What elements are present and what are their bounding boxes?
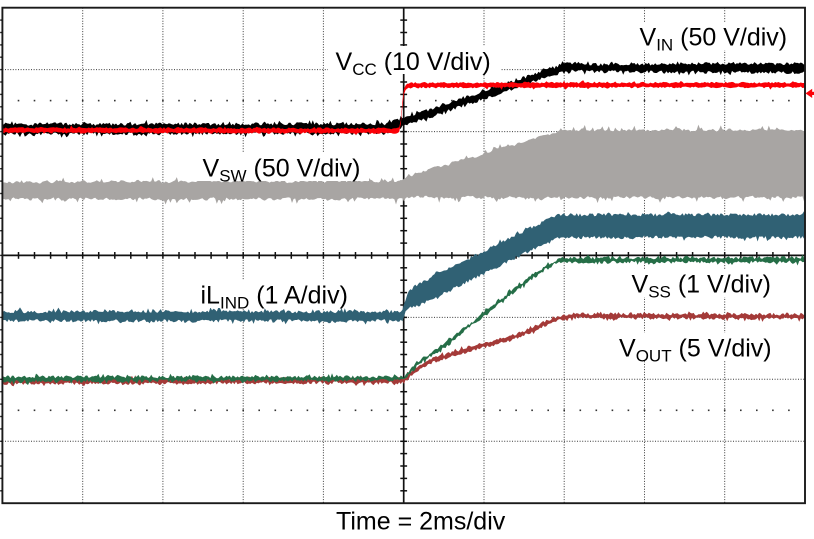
svg-text:Time = 2ms/div: Time = 2ms/div [336,508,506,536]
svg-text:VOUT (5 V/div): VOUT (5 V/div) [619,334,772,365]
svg-text:VSS (1 V/div): VSS (1 V/div) [632,271,771,302]
svg-text:iLIND (1 A/div): iLIND (1 A/div) [201,282,348,313]
svg-text:VCC (10 V/div): VCC (10 V/div) [336,48,491,79]
